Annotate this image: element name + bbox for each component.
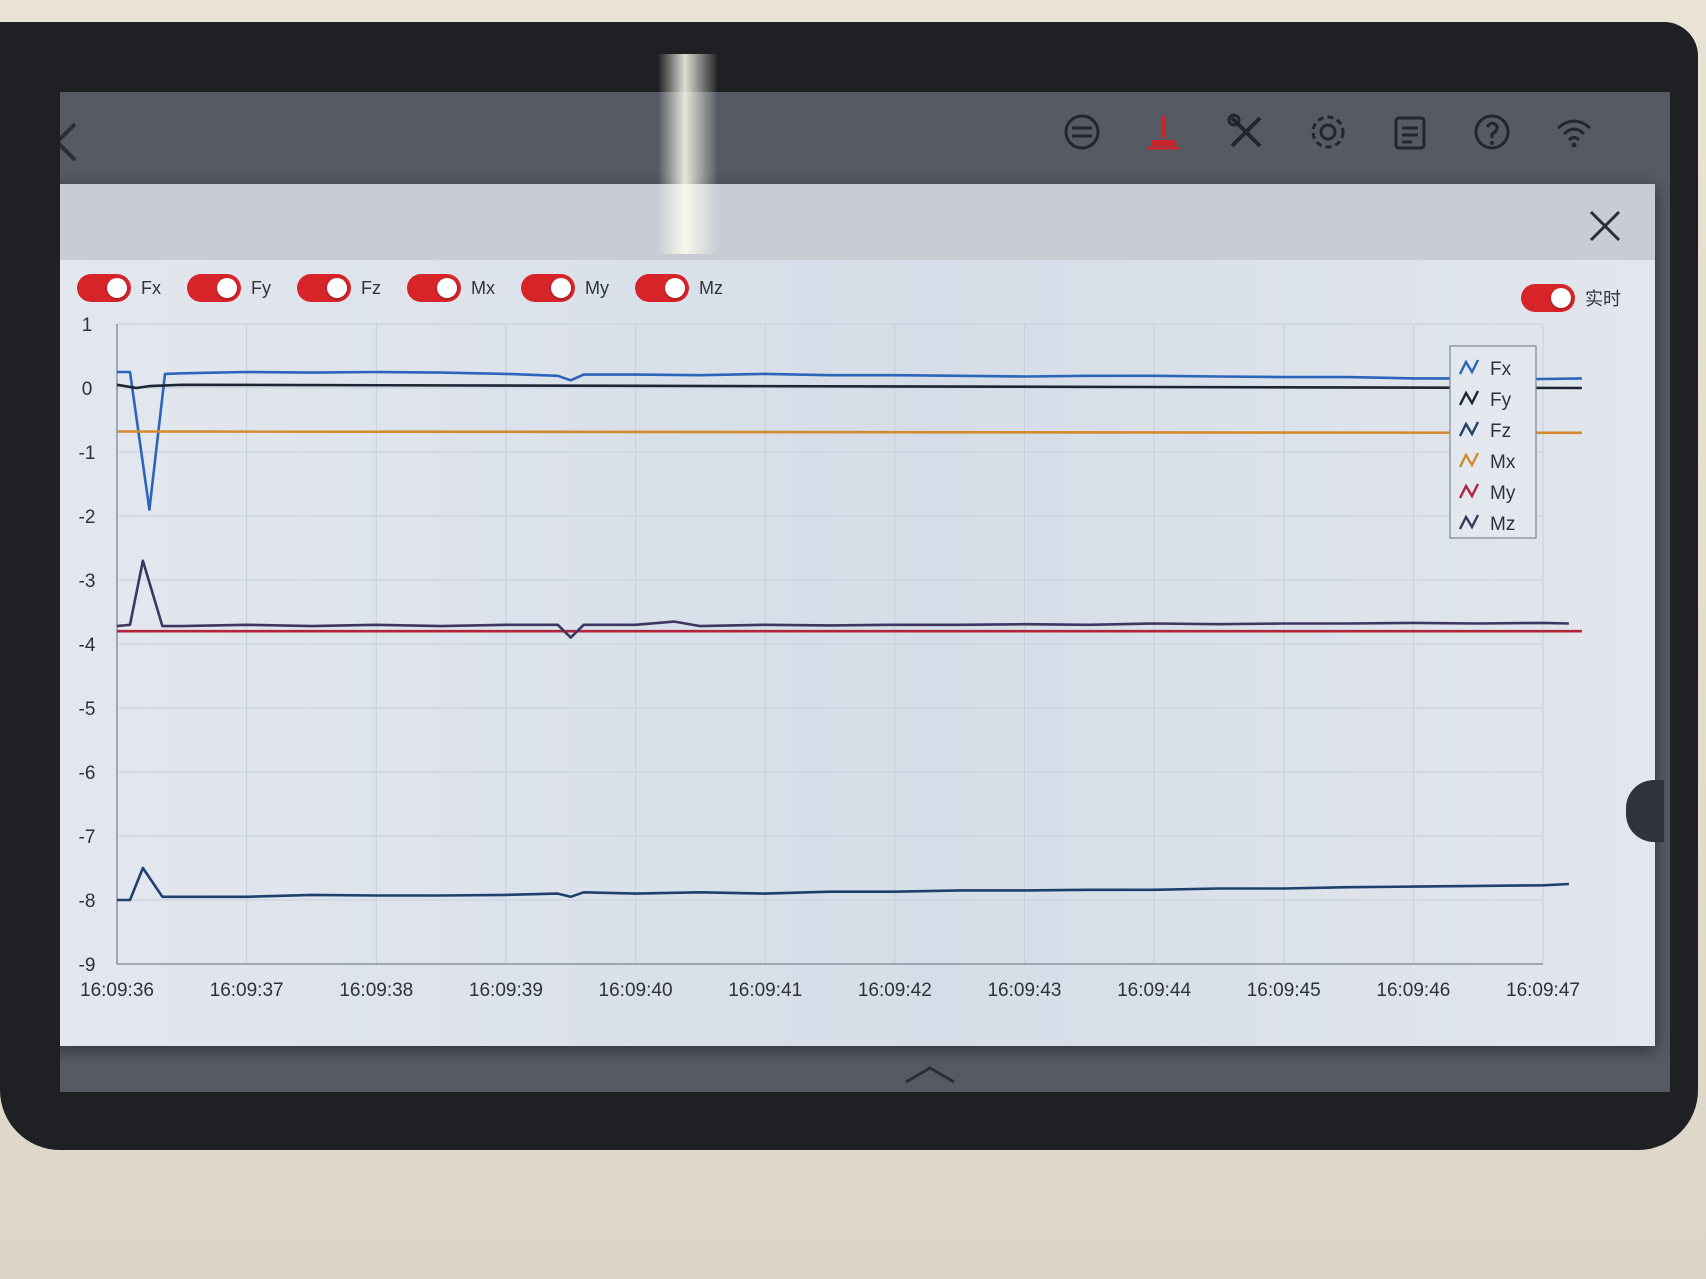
switch-button[interactable] xyxy=(1058,108,1106,156)
legend: Fx Fy Fz Mx My Mz xyxy=(1450,346,1536,538)
legend-label-mz: Mz xyxy=(1490,514,1515,535)
wifi-button[interactable] xyxy=(1550,108,1598,156)
y-tick-label: 1 xyxy=(82,315,93,336)
legend-label-fy: Fy xyxy=(1490,390,1512,411)
help-icon xyxy=(1472,112,1512,152)
legend-label-fx: Fx xyxy=(1490,359,1512,380)
y-tick-label: -1 xyxy=(79,443,96,464)
x-tick-label: 16:09:47 xyxy=(1506,980,1580,1001)
force-chart-dialog: Fx Fy Fz Mx My Mz 实时 1 0 -1 -2 -3 -4 -5 -6 -7 -8 -9 16:0… xyxy=(60,184,1655,1046)
chevron-up-icon xyxy=(903,1064,957,1084)
top-toolbar xyxy=(60,92,1670,182)
toolbar-icons xyxy=(1058,108,1598,156)
x-tick-label: 16:09:46 xyxy=(1376,980,1450,1001)
close-button[interactable] xyxy=(1585,206,1625,246)
robot-arm-button[interactable] xyxy=(1140,108,1188,156)
tools-icon xyxy=(1226,112,1266,152)
series-line-mx xyxy=(117,432,1582,433)
x-tick-label: 16:09:44 xyxy=(1117,980,1191,1001)
screen: Fx Fy Fz Mx My Mz 实时 1 0 -1 -2 -3 -4 -5 -6 -7 -8 -9 16:0… xyxy=(60,92,1670,1092)
robot-arm-icon xyxy=(1144,112,1184,152)
legend-label-mx: Mx xyxy=(1490,452,1516,473)
x-tick-label: 16:09:43 xyxy=(987,980,1061,1001)
x-tick-label: 16:09:36 xyxy=(80,980,154,1001)
y-tick-label: -2 xyxy=(79,507,96,528)
legend-label-my: My xyxy=(1490,483,1516,504)
series-line-fz xyxy=(117,868,1569,900)
wifi-icon xyxy=(1554,112,1594,152)
x-tick-label: 16:09:39 xyxy=(469,980,543,1001)
x-tick-label: 16:09:41 xyxy=(728,980,802,1001)
log-button[interactable] xyxy=(1386,108,1434,156)
x-tick-label: 16:09:42 xyxy=(858,980,932,1001)
y-tick-label: -7 xyxy=(79,827,96,848)
chevron-left-icon xyxy=(60,120,81,164)
close-icon xyxy=(1588,209,1622,243)
series-line-fx xyxy=(117,372,1582,510)
dialog-header xyxy=(60,184,1655,260)
x-tick-label: 16:09:38 xyxy=(339,980,413,1001)
legend-label-fz: Fz xyxy=(1490,421,1511,442)
switch-icon xyxy=(1062,112,1102,152)
help-button[interactable] xyxy=(1468,108,1516,156)
settings-button[interactable] xyxy=(1304,108,1352,156)
y-tick-label: -4 xyxy=(79,635,96,656)
y-tick-label: -9 xyxy=(79,955,96,976)
bottom-drawer-handle[interactable] xyxy=(900,1062,960,1086)
x-tick-label: 16:09:40 xyxy=(599,980,673,1001)
grid xyxy=(117,324,1543,964)
line-chart: 1 0 -1 -2 -3 -4 -5 -6 -7 -8 -9 16:09:36 16:09:37 16:0… xyxy=(60,296,1655,1046)
dialog-body: Fx Fy Fz Mx My Mz 实时 1 0 -1 -2 -3 -4 -5 -6 -7 -8 -9 16:0… xyxy=(60,260,1655,1046)
log-icon xyxy=(1390,112,1430,152)
y-tick-label: -3 xyxy=(79,571,96,592)
x-tick-label: 16:09:37 xyxy=(210,980,284,1001)
x-tick-label: 16:09:45 xyxy=(1247,980,1321,1001)
y-tick-label: -8 xyxy=(79,891,96,912)
y-tick-label: -6 xyxy=(79,763,96,784)
back-button[interactable] xyxy=(60,120,88,164)
series-line-mz xyxy=(117,561,1569,638)
tools-button[interactable] xyxy=(1222,108,1270,156)
y-tick-label: -5 xyxy=(79,699,96,720)
y-tick-label: 0 xyxy=(82,379,93,400)
settings-icon xyxy=(1308,112,1348,152)
tablet-frame: Fx Fy Fz Mx My Mz 实时 1 0 -1 -2 -3 -4 -5 -6 -7 -8 -9 16:0… xyxy=(0,22,1698,1150)
